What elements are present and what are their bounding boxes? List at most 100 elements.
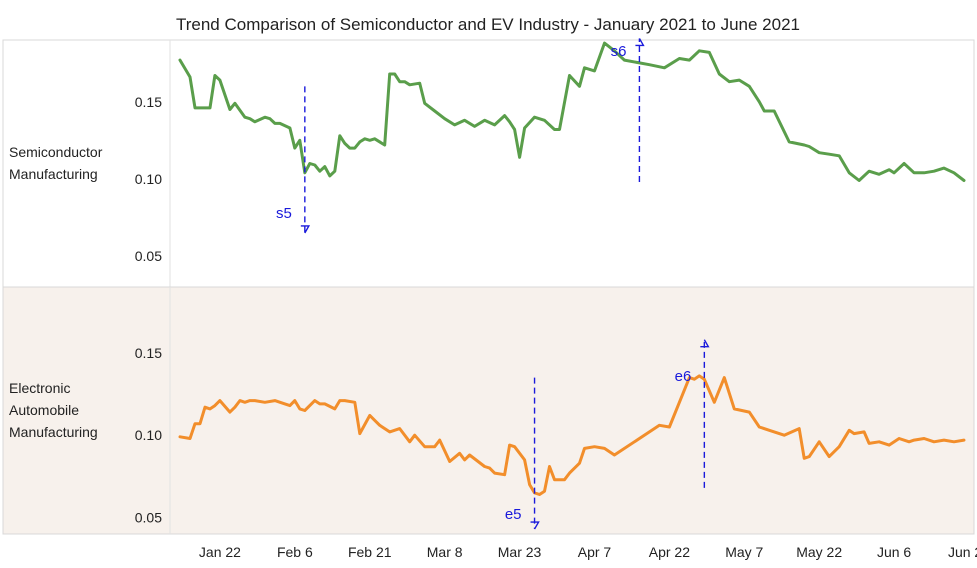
series-point <box>433 109 436 113</box>
series-point <box>378 424 381 427</box>
annotation-label: e5 <box>505 506 522 523</box>
series-point <box>783 434 786 437</box>
series-point <box>763 109 766 113</box>
series-point <box>503 473 506 476</box>
series-point <box>218 78 222 82</box>
series-point <box>283 402 287 406</box>
series-point <box>912 171 916 174</box>
annotation-label: s6 <box>611 43 627 60</box>
series-point <box>768 429 771 432</box>
series-point <box>508 443 511 447</box>
series-point <box>803 143 806 147</box>
x-tick-label: Jan 22 <box>199 544 241 560</box>
series-point <box>613 49 616 52</box>
series-point <box>493 471 496 475</box>
series-point <box>688 58 691 62</box>
series-point <box>862 430 866 434</box>
row-label-line: Electronic <box>9 380 70 396</box>
annotation-arrow-head <box>530 521 540 530</box>
series-point <box>942 438 946 442</box>
series-point <box>818 151 821 154</box>
series-point <box>568 74 571 77</box>
series-point <box>388 430 391 434</box>
series-point <box>503 114 506 117</box>
series-point <box>338 399 341 402</box>
series-point <box>473 125 476 128</box>
series-point <box>358 432 361 435</box>
x-tick-label: Feb 21 <box>348 544 392 560</box>
x-tick-label: Mar 23 <box>498 544 542 560</box>
series-point <box>253 399 257 402</box>
series-point <box>818 440 821 443</box>
series-point <box>483 119 486 122</box>
series-point <box>528 483 531 486</box>
series-point <box>877 173 881 176</box>
series-point <box>188 437 192 440</box>
series-point <box>188 75 192 79</box>
series-point <box>413 434 416 437</box>
series-point <box>313 163 316 167</box>
series-point <box>318 170 321 173</box>
series-point <box>213 74 217 77</box>
series-point <box>443 117 446 120</box>
series-point <box>453 123 456 127</box>
series-point <box>323 165 326 168</box>
series-point <box>553 128 556 131</box>
series-point <box>678 57 681 60</box>
series-point <box>887 168 891 171</box>
series-point <box>907 440 911 443</box>
series-point <box>253 120 257 124</box>
series-point <box>328 174 331 178</box>
series-point <box>663 66 666 70</box>
x-tick-label: Apr 7 <box>578 544 612 560</box>
series-point <box>543 490 546 493</box>
series-point <box>758 425 761 429</box>
series-point <box>463 119 466 122</box>
x-tick-label: Mar 8 <box>427 544 463 560</box>
chart-panels: SemiconductorManufacturing0.050.100.15El… <box>2 38 975 535</box>
series-point <box>668 425 671 429</box>
series-point <box>902 162 906 165</box>
series-point <box>658 424 661 427</box>
series-point <box>758 100 761 104</box>
series-point <box>848 429 851 432</box>
series-point <box>438 438 441 442</box>
series-point <box>728 80 731 83</box>
series-point <box>962 179 966 182</box>
series-line <box>178 374 966 496</box>
series-point <box>353 401 356 404</box>
series-point <box>718 72 721 76</box>
series-point <box>468 453 471 457</box>
series-point <box>448 460 451 463</box>
panel-2: Electronic Automobile Manufacturing 0.05 0.1… <box>2 286 975 535</box>
series-point <box>508 120 511 124</box>
series-point <box>723 376 726 379</box>
series-point <box>403 80 406 83</box>
series-point <box>273 122 277 125</box>
series-point <box>493 123 496 127</box>
series-point <box>848 171 851 174</box>
series-point <box>298 139 301 142</box>
series-point <box>553 478 556 481</box>
series-point <box>388 72 391 76</box>
series-point <box>323 402 326 406</box>
y-tick-label: 0.15 <box>135 345 162 361</box>
series-point <box>263 116 267 119</box>
series-point <box>243 116 247 119</box>
series-point <box>838 154 841 157</box>
series-point <box>463 458 466 462</box>
series-point <box>688 376 691 379</box>
series-point <box>423 102 426 105</box>
x-tick-label: May 22 <box>796 544 842 560</box>
series-point <box>238 399 242 402</box>
row-label-line: Automobile <box>9 402 79 418</box>
series-point <box>353 146 356 150</box>
series-point <box>398 427 401 430</box>
series-point <box>298 407 301 411</box>
series-point <box>568 471 571 475</box>
series-point <box>808 145 811 148</box>
series-point <box>243 401 247 404</box>
series-point <box>198 422 202 425</box>
series-point <box>203 106 207 110</box>
